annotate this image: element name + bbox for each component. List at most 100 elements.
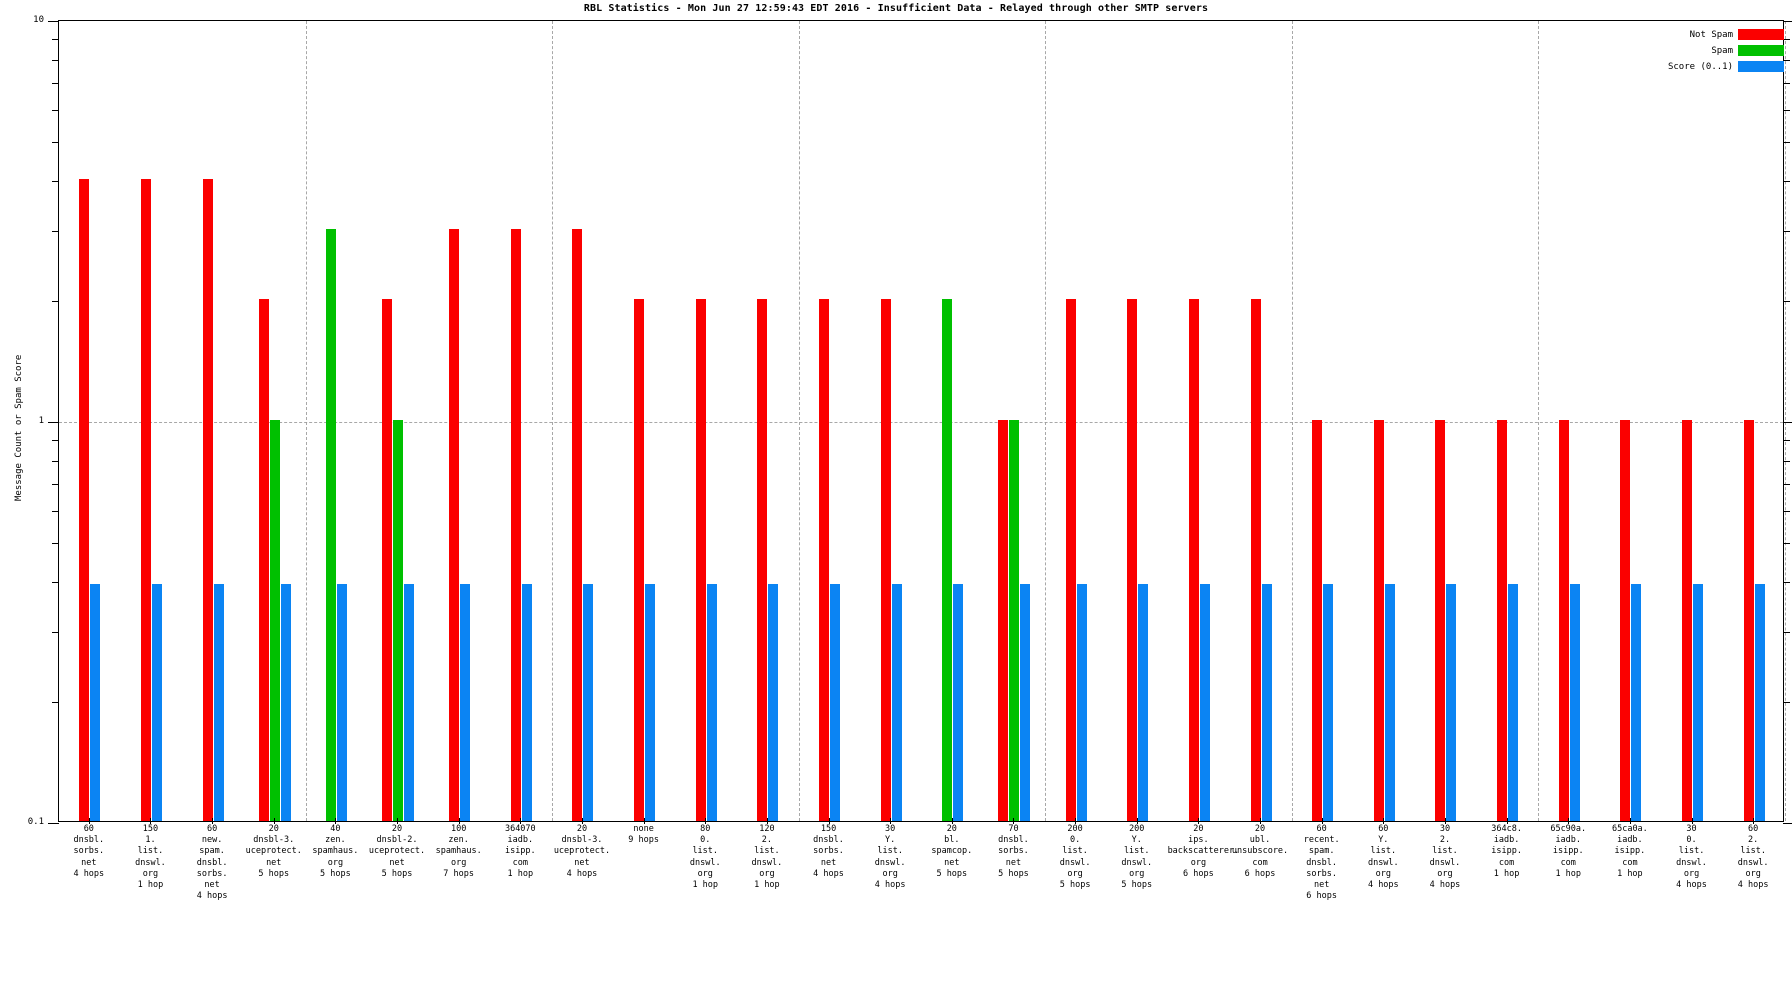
bar-score[interactable] <box>522 583 532 821</box>
bar-spam[interactable] <box>393 420 403 821</box>
x-axis-tick <box>952 818 953 824</box>
bar-spam[interactable] <box>1009 420 1019 821</box>
bar-not-spam[interactable] <box>141 178 151 821</box>
bar-score[interactable] <box>953 583 963 821</box>
bar-score[interactable] <box>1570 583 1580 821</box>
bar-not-spam[interactable] <box>1620 420 1630 821</box>
bar-score[interactable] <box>1693 583 1703 821</box>
bar-not-spam[interactable] <box>1682 420 1692 821</box>
gridline-vertical <box>1785 21 1786 821</box>
gridline-vertical <box>1538 21 1539 821</box>
bar-not-spam[interactable] <box>696 299 706 821</box>
bar-not-spam[interactable] <box>572 228 582 821</box>
bar-not-spam[interactable] <box>634 299 644 821</box>
y-axis-tick-label: 10 <box>33 15 44 25</box>
x-axis-label: 40 zen. spamhaus. org 5 hops <box>312 824 359 879</box>
legend-item-not-spam[interactable]: Not Spam <box>1594 28 1784 41</box>
y-axis-minor-tick <box>1783 440 1790 442</box>
bar-not-spam[interactable] <box>1559 420 1569 821</box>
legend-item-score[interactable]: Score (0..1) <box>1594 60 1784 73</box>
bar-not-spam[interactable] <box>1066 299 1076 821</box>
bar-spam[interactable] <box>326 228 336 821</box>
x-axis-tick <box>1445 818 1446 824</box>
bar-score[interactable] <box>1508 583 1518 821</box>
bar-not-spam[interactable] <box>819 299 829 821</box>
y-axis-minor-tick <box>1783 581 1790 583</box>
bar-score[interactable] <box>152 583 162 821</box>
bar-not-spam[interactable] <box>449 228 459 821</box>
bar-not-spam[interactable] <box>1744 420 1754 821</box>
bar-not-spam[interactable] <box>881 299 891 821</box>
y-axis-minor-tick <box>52 542 59 544</box>
bar-score[interactable] <box>1077 583 1087 821</box>
bar-not-spam[interactable] <box>1251 299 1261 821</box>
x-axis-tick <box>1322 818 1323 824</box>
x-axis-tick <box>150 818 151 824</box>
bar-score[interactable] <box>1323 583 1333 821</box>
x-axis-tick <box>335 818 336 824</box>
x-axis-label: 200 0. list. dnswl. org 5 hops <box>1059 824 1091 891</box>
x-axis-tick <box>1075 818 1076 824</box>
bar-score[interactable] <box>1631 583 1641 821</box>
x-axis-tick <box>767 818 768 824</box>
bar-score[interactable] <box>768 583 778 821</box>
bar-score[interactable] <box>1020 583 1030 821</box>
gridline-vertical <box>799 21 800 821</box>
bar-not-spam[interactable] <box>382 299 392 821</box>
y-axis-minor-tick <box>1783 702 1790 704</box>
x-axis-tick <box>644 818 645 824</box>
bar-score[interactable] <box>1200 583 1210 821</box>
y-axis-tick-label: 0.1 <box>27 817 44 827</box>
bar-not-spam[interactable] <box>1374 420 1384 821</box>
x-axis-label: 150 dnsbl. sorbs. net 4 hops <box>813 824 844 879</box>
x-axis-label: 20 bl. spamcop. net 5 hops <box>931 824 973 879</box>
bar-not-spam[interactable] <box>1312 420 1322 821</box>
x-axis-tick <box>705 818 706 824</box>
x-axis-tick <box>582 818 583 824</box>
x-axis-label: 150 1. list. dnswl. org 1 hop <box>135 824 166 891</box>
bar-score[interactable] <box>1138 583 1148 821</box>
x-axis-label: 30 2. list. dnswl. org 4 hops <box>1429 824 1461 891</box>
bar-spam[interactable] <box>942 299 952 821</box>
bar-not-spam[interactable] <box>203 178 213 821</box>
gridline-vertical <box>552 21 553 821</box>
bar-score[interactable] <box>830 583 840 821</box>
bar-score[interactable] <box>1446 583 1456 821</box>
bar-spam[interactable] <box>270 420 280 821</box>
bar-score[interactable] <box>892 583 902 821</box>
bar-not-spam[interactable] <box>1127 299 1137 821</box>
bar-score[interactable] <box>281 583 291 821</box>
y-axis-tick-label: 1 <box>38 416 44 426</box>
bar-not-spam[interactable] <box>259 299 269 821</box>
bar-score[interactable] <box>214 583 224 821</box>
bar-not-spam[interactable] <box>511 228 521 821</box>
bar-not-spam[interactable] <box>1497 420 1507 821</box>
bar-score[interactable] <box>583 583 593 821</box>
bar-score[interactable] <box>460 583 470 821</box>
y-axis-minor-tick <box>52 180 59 182</box>
bar-score[interactable] <box>337 583 347 821</box>
gridline-horizontal <box>59 422 1783 423</box>
bar-not-spam[interactable] <box>998 420 1008 821</box>
x-axis-label: 20 ubl. unsubscore. com 6 hops <box>1231 824 1289 879</box>
bar-score[interactable] <box>707 583 717 821</box>
bar-score[interactable] <box>1755 583 1765 821</box>
y-axis-minor-tick <box>1783 631 1790 633</box>
y-axis-minor-tick <box>52 460 59 462</box>
y-axis-minor-tick <box>1783 83 1790 85</box>
bar-not-spam[interactable] <box>79 178 89 821</box>
bar-score[interactable] <box>90 583 100 821</box>
y-axis-minor-tick <box>1783 484 1790 486</box>
bar-not-spam[interactable] <box>757 299 767 821</box>
bar-score[interactable] <box>645 583 655 821</box>
bar-score[interactable] <box>1262 583 1272 821</box>
legend-item-spam[interactable]: Spam <box>1594 44 1784 57</box>
bar-not-spam[interactable] <box>1189 299 1199 821</box>
bar-score[interactable] <box>1385 583 1395 821</box>
gridline-vertical <box>1292 21 1293 821</box>
y-axis-tick <box>48 21 59 22</box>
x-axis-label: 70 dnsbl. sorbs. net 5 hops <box>998 824 1029 879</box>
bar-not-spam[interactable] <box>1435 420 1445 821</box>
bar-score[interactable] <box>404 583 414 821</box>
